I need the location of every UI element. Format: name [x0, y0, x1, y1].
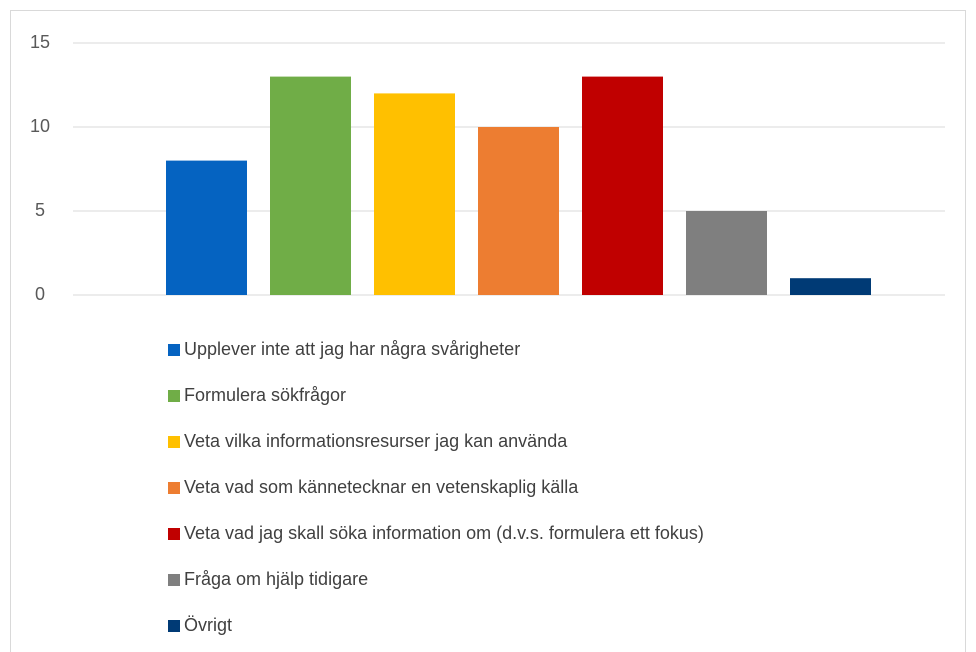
- y-tick-label: 10: [30, 116, 50, 136]
- y-tick-label: 5: [35, 200, 45, 220]
- bar: [374, 93, 455, 296]
- legend-label: Veta vad som kännetecknar en vetenskapli…: [184, 477, 579, 497]
- bar: [582, 76, 663, 295]
- bar: [790, 278, 871, 295]
- bar: [686, 211, 767, 295]
- bar: [478, 127, 559, 295]
- bar: [166, 160, 247, 295]
- legend-label: Övrigt: [184, 615, 232, 635]
- legend-label: Fråga om hjälp tidigare: [184, 569, 368, 589]
- legend-label: Upplever inte att jag har några svårighe…: [184, 339, 520, 359]
- chart-frame: [10, 10, 966, 652]
- legend-swatch: [168, 574, 180, 586]
- legend-swatch: [168, 620, 180, 632]
- legend-label: Veta vad jag skall söka information om (…: [184, 523, 704, 543]
- y-tick-label: 15: [30, 32, 50, 52]
- legend-label: Veta vilka informationsresurser jag kan …: [184, 431, 568, 451]
- legend-swatch: [168, 390, 180, 402]
- legend-swatch: [168, 482, 180, 494]
- bar: [270, 76, 351, 295]
- legend-swatch: [168, 436, 180, 448]
- legend-swatch: [168, 344, 180, 356]
- legend-label: Formulera sökfrågor: [184, 385, 346, 405]
- legend-swatch: [168, 528, 180, 540]
- y-tick-label: 0: [35, 284, 45, 304]
